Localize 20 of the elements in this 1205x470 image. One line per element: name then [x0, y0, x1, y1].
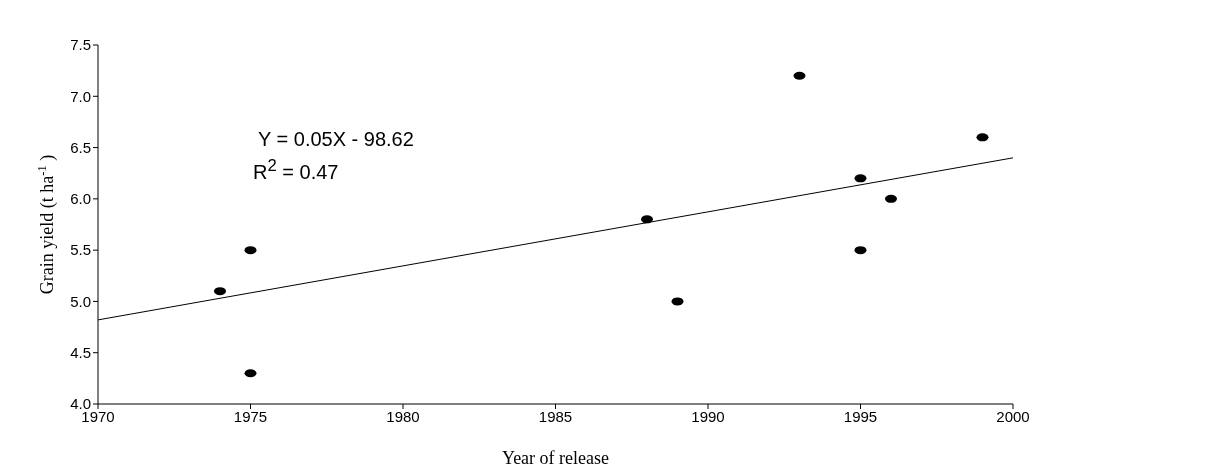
x-tick-label: 1995 [843, 407, 878, 425]
point [885, 194, 897, 203]
y-tick-label: 7.0 [70, 87, 91, 105]
x-tick-label: 1980 [386, 407, 420, 425]
x-tick-label: 1975 [233, 407, 268, 425]
x-axis-title: Year of release [501, 448, 610, 468]
y-tick-label: 4.5 [70, 344, 91, 362]
y-tick-label: 6.0 [70, 190, 91, 208]
y-tick-label: 5.5 [70, 241, 91, 259]
y-tick-label: 7.5 [70, 36, 91, 54]
annotation: Y = 0.05X - 98.62 [258, 128, 414, 151]
x-tick-label: 2000 [996, 407, 1030, 425]
point [214, 287, 226, 296]
y-tick-label: 4.0 [70, 395, 91, 413]
point [641, 215, 653, 224]
x-tick-label: 1985 [538, 407, 573, 425]
annotation: R$^{2}$ = 0.47 [253, 156, 339, 184]
y-tick-label: 5.0 [70, 292, 91, 310]
y-tick-label: 6.5 [70, 138, 91, 156]
x-tick-label: 1990 [691, 407, 725, 425]
